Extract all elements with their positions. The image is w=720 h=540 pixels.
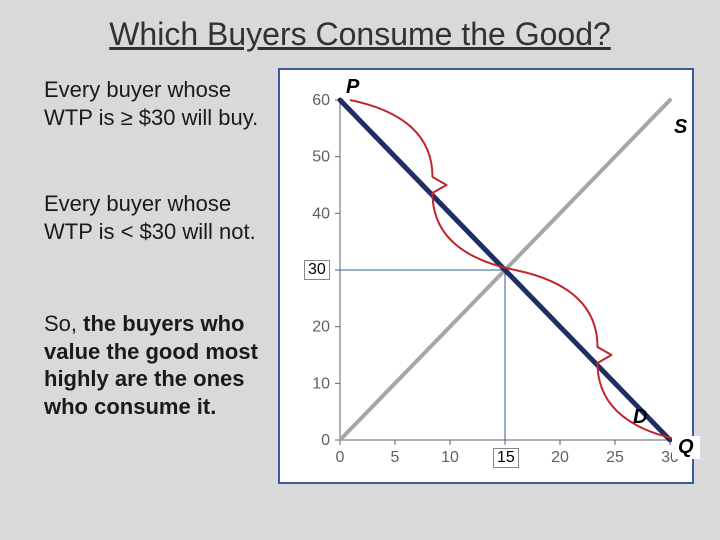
svg-text:60: 60 (312, 92, 330, 109)
svg-text:20: 20 (312, 319, 330, 336)
axis-label-q: Q (672, 436, 700, 459)
svg-text:0: 0 (336, 449, 345, 466)
supply-label: S (674, 116, 687, 139)
chart-frame: 0510152025300102030405060 P Q S D 30 15 (278, 68, 694, 484)
slide-title: Which Buyers Consume the Good? (0, 16, 720, 53)
axis-label-p: P (346, 76, 359, 99)
svg-text:0: 0 (321, 432, 330, 449)
svg-text:10: 10 (312, 375, 330, 392)
svg-text:5: 5 (391, 449, 400, 466)
svg-text:40: 40 (312, 205, 330, 222)
svg-text:10: 10 (441, 449, 459, 466)
paragraph-3: So, the buyers who value the good most h… (44, 310, 274, 420)
paragraph-2: Every buyer whose WTP is < $30 will not. (44, 190, 264, 245)
svg-text:25: 25 (606, 449, 624, 466)
p3-lead: So, (44, 311, 83, 336)
highlight-tick-y: 30 (304, 260, 330, 280)
svg-text:20: 20 (551, 449, 569, 466)
highlight-tick-x: 15 (493, 448, 519, 468)
paragraph-1: Every buyer whose WTP is ≥ $30 will buy. (44, 76, 264, 131)
svg-text:50: 50 (312, 149, 330, 166)
demand-label: D (633, 406, 647, 429)
chart-svg: 0510152025300102030405060 (280, 70, 692, 482)
